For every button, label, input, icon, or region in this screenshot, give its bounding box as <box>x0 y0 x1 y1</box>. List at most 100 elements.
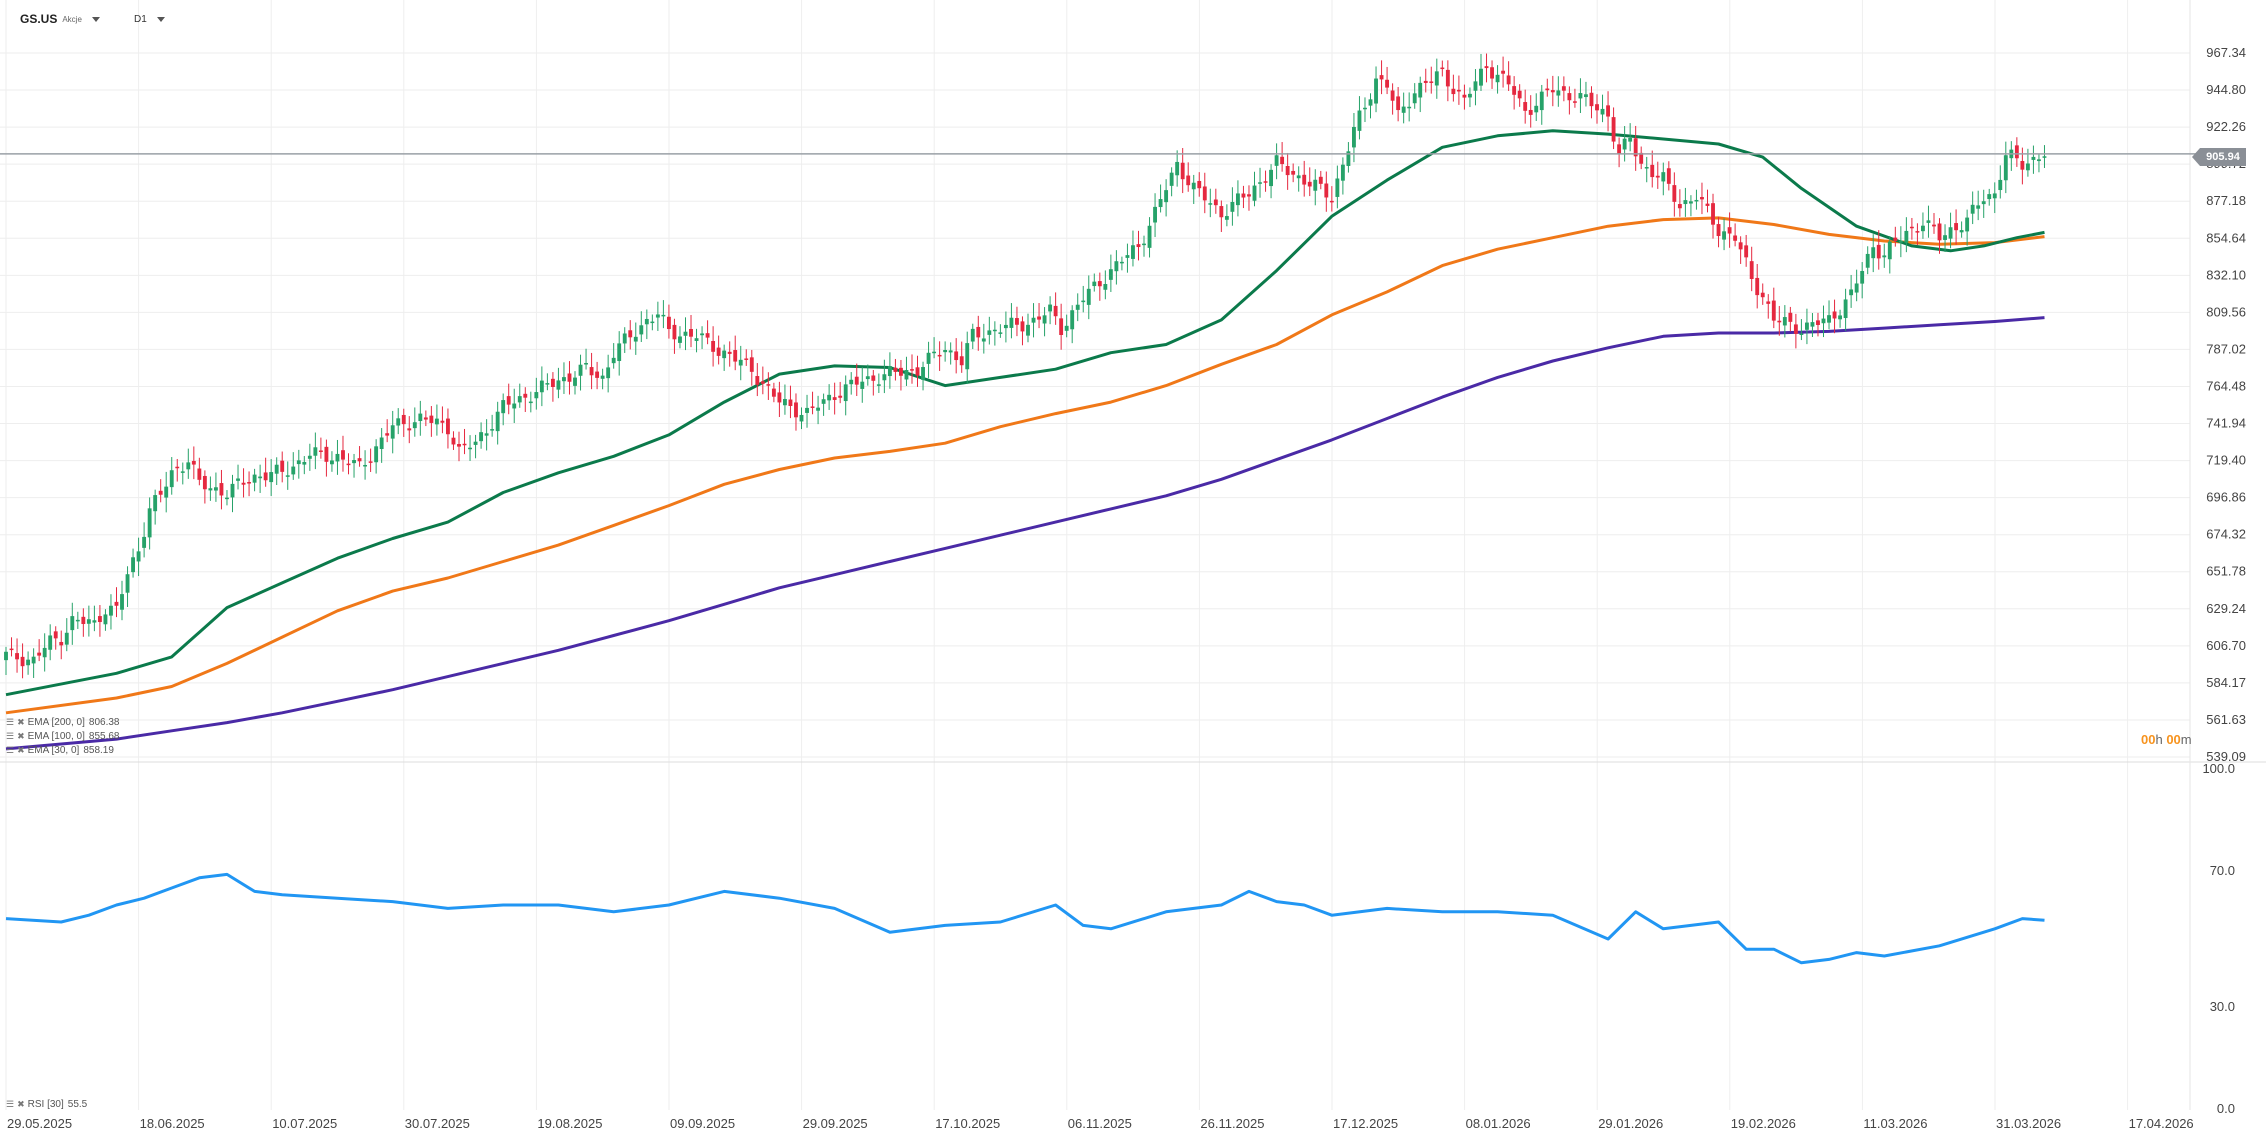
candle-body <box>1539 91 1544 111</box>
candle-body <box>1026 324 1030 336</box>
candle-body <box>550 378 555 387</box>
date-tick-label: 26.11.2025 <box>1200 1116 1264 1131</box>
candle-body <box>1611 117 1616 142</box>
settings-icon[interactable]: ☰ <box>6 717 15 727</box>
candle-body <box>1793 324 1798 334</box>
candle-body <box>1418 82 1423 98</box>
countdown-hours-unit: h <box>2155 732 2163 747</box>
price-tick-label: 561.63 <box>2206 712 2246 727</box>
candle-body <box>1429 81 1434 83</box>
candle-body <box>799 414 804 422</box>
settings-icon[interactable]: ☰ <box>6 745 15 755</box>
candle-body <box>534 392 539 399</box>
close-icon[interactable]: ✖ <box>17 1099 25 1109</box>
candle-body <box>1003 324 1008 329</box>
candle-body <box>970 328 975 342</box>
candle-body <box>1904 230 1909 243</box>
candle-body <box>1086 288 1091 305</box>
candle-body <box>932 351 937 354</box>
candle-body <box>965 343 970 370</box>
candle-body <box>31 656 36 664</box>
candle-body <box>517 396 522 403</box>
candle-body <box>1810 322 1815 327</box>
candle-body <box>247 482 252 484</box>
candle-body <box>622 333 627 344</box>
candle-body <box>86 619 91 624</box>
candle-body <box>462 443 467 446</box>
candle-body <box>578 364 583 376</box>
candle-body <box>782 398 787 406</box>
price-tick-label: 696.86 <box>2206 490 2246 505</box>
candle-body <box>1412 93 1417 104</box>
candle-body <box>738 359 743 366</box>
candle-body <box>418 413 423 422</box>
candle-body <box>219 483 224 496</box>
candle-body <box>523 393 528 398</box>
candle-body <box>307 455 312 459</box>
candle-body <box>1998 179 2003 191</box>
candle-body <box>1545 88 1550 91</box>
timeframe-selector[interactable]: D1 <box>134 10 165 28</box>
date-tick-label: 09.09.2025 <box>670 1116 735 1131</box>
candle-body <box>1346 151 1351 166</box>
candle-body <box>1440 67 1445 70</box>
date-tick-label: 19.02.2026 <box>1731 1116 1796 1131</box>
candle-body <box>1335 178 1340 197</box>
candle-body <box>1445 69 1450 87</box>
candle-body <box>131 557 135 573</box>
symbol-dropdown-icon[interactable] <box>91 16 100 22</box>
close-icon[interactable]: ✖ <box>17 745 25 755</box>
candle-body <box>1147 225 1152 248</box>
ema-100-line <box>5 216 2045 715</box>
candle-body <box>92 620 97 623</box>
candle-body <box>252 474 257 483</box>
candle-body <box>429 415 434 423</box>
legend-rsi[interactable]: ☰ ✖ RSI [30] 55.5 <box>6 1099 87 1110</box>
candle-body <box>1948 227 1953 239</box>
close-icon[interactable]: ✖ <box>17 717 25 727</box>
candle-body <box>1606 105 1610 117</box>
candle-body <box>153 495 158 512</box>
candle-body <box>1285 165 1290 176</box>
candle-body <box>208 488 213 491</box>
ema-series-path <box>5 216 2045 715</box>
candle-body <box>1009 317 1014 328</box>
candle-body <box>1523 102 1528 111</box>
candle-body <box>1175 161 1180 176</box>
timeframe-dropdown-icon[interactable] <box>156 16 165 22</box>
symbol-type: Akcje <box>62 14 82 24</box>
legend-ema-100[interactable]: ☰ ✖ EMA [100, 0] 855.68 <box>6 731 119 742</box>
candle-body <box>777 392 782 403</box>
legend-ema-30[interactable]: ☰ ✖ EMA [30, 0] 858.19 <box>6 745 114 756</box>
candle-body <box>1517 90 1522 99</box>
candle-body <box>2042 156 2047 158</box>
settings-icon[interactable]: ☰ <box>6 1099 15 1109</box>
legend-ema-200[interactable]: ☰ ✖ EMA [200, 0] 806.38 <box>6 717 119 728</box>
candle-body <box>981 338 986 342</box>
close-icon[interactable]: ✖ <box>17 731 25 741</box>
candle-body <box>120 594 124 610</box>
rsi-axis[interactable]: 100.0 70.0 30.0 0.0 <box>2202 761 2235 1116</box>
candle-body <box>1048 304 1053 312</box>
symbol-selector[interactable]: GS.US Akcje <box>20 10 100 28</box>
candle-body <box>639 325 644 335</box>
candle-body <box>1191 182 1196 190</box>
candle-body <box>711 340 716 352</box>
candle-body <box>827 394 832 401</box>
time-axis[interactable]: 29.05.2025 18.06.2025 10.07.2025 30.07.2025… <box>7 1116 2194 1131</box>
candle-body <box>64 632 69 645</box>
ema-30-line <box>5 129 2045 697</box>
candle-body <box>794 402 798 418</box>
candle-body <box>987 330 992 335</box>
candle-body <box>1727 227 1732 234</box>
settings-icon[interactable]: ☰ <box>6 731 15 741</box>
legend-label: EMA [200, 0] <box>27 717 85 728</box>
candle-body <box>186 462 191 470</box>
candle-body <box>263 472 268 481</box>
candle-body <box>666 316 671 330</box>
candle-body <box>484 433 489 436</box>
candle-body <box>1589 92 1594 107</box>
candle-body <box>335 453 340 462</box>
date-tick-label: 11.03.2026 <box>1863 1116 1927 1131</box>
